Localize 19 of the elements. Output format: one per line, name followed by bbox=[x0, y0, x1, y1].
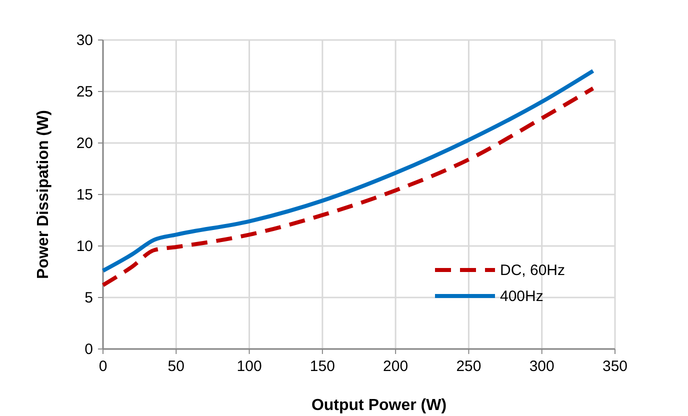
legend-label: DC, 60Hz bbox=[500, 262, 566, 279]
x-tick-label: 350 bbox=[602, 358, 628, 375]
x-tick-label: 150 bbox=[310, 358, 335, 375]
y-tick-label: 20 bbox=[76, 135, 93, 152]
y-tick-label: 30 bbox=[76, 32, 93, 49]
x-axis-title: Output Power (W) bbox=[311, 397, 447, 414]
x-tick-label: 250 bbox=[456, 358, 482, 375]
x-tick-label: 0 bbox=[98, 358, 108, 375]
x-tick-label: 200 bbox=[383, 358, 408, 375]
y-tick-label: 0 bbox=[84, 341, 93, 358]
x-tick-label: 50 bbox=[168, 358, 184, 375]
y-tick-label: 15 bbox=[76, 186, 93, 204]
legend-label: 400Hz bbox=[500, 288, 544, 305]
y-tick-label: 25 bbox=[76, 84, 93, 100]
x-tick-label: 300 bbox=[529, 358, 554, 375]
y-tick-label: 5 bbox=[84, 290, 93, 306]
y-axis-title: Power Dissipation (W) bbox=[35, 110, 52, 279]
y-tick-label: 10 bbox=[76, 238, 93, 255]
x-tick-label: 100 bbox=[236, 358, 262, 375]
